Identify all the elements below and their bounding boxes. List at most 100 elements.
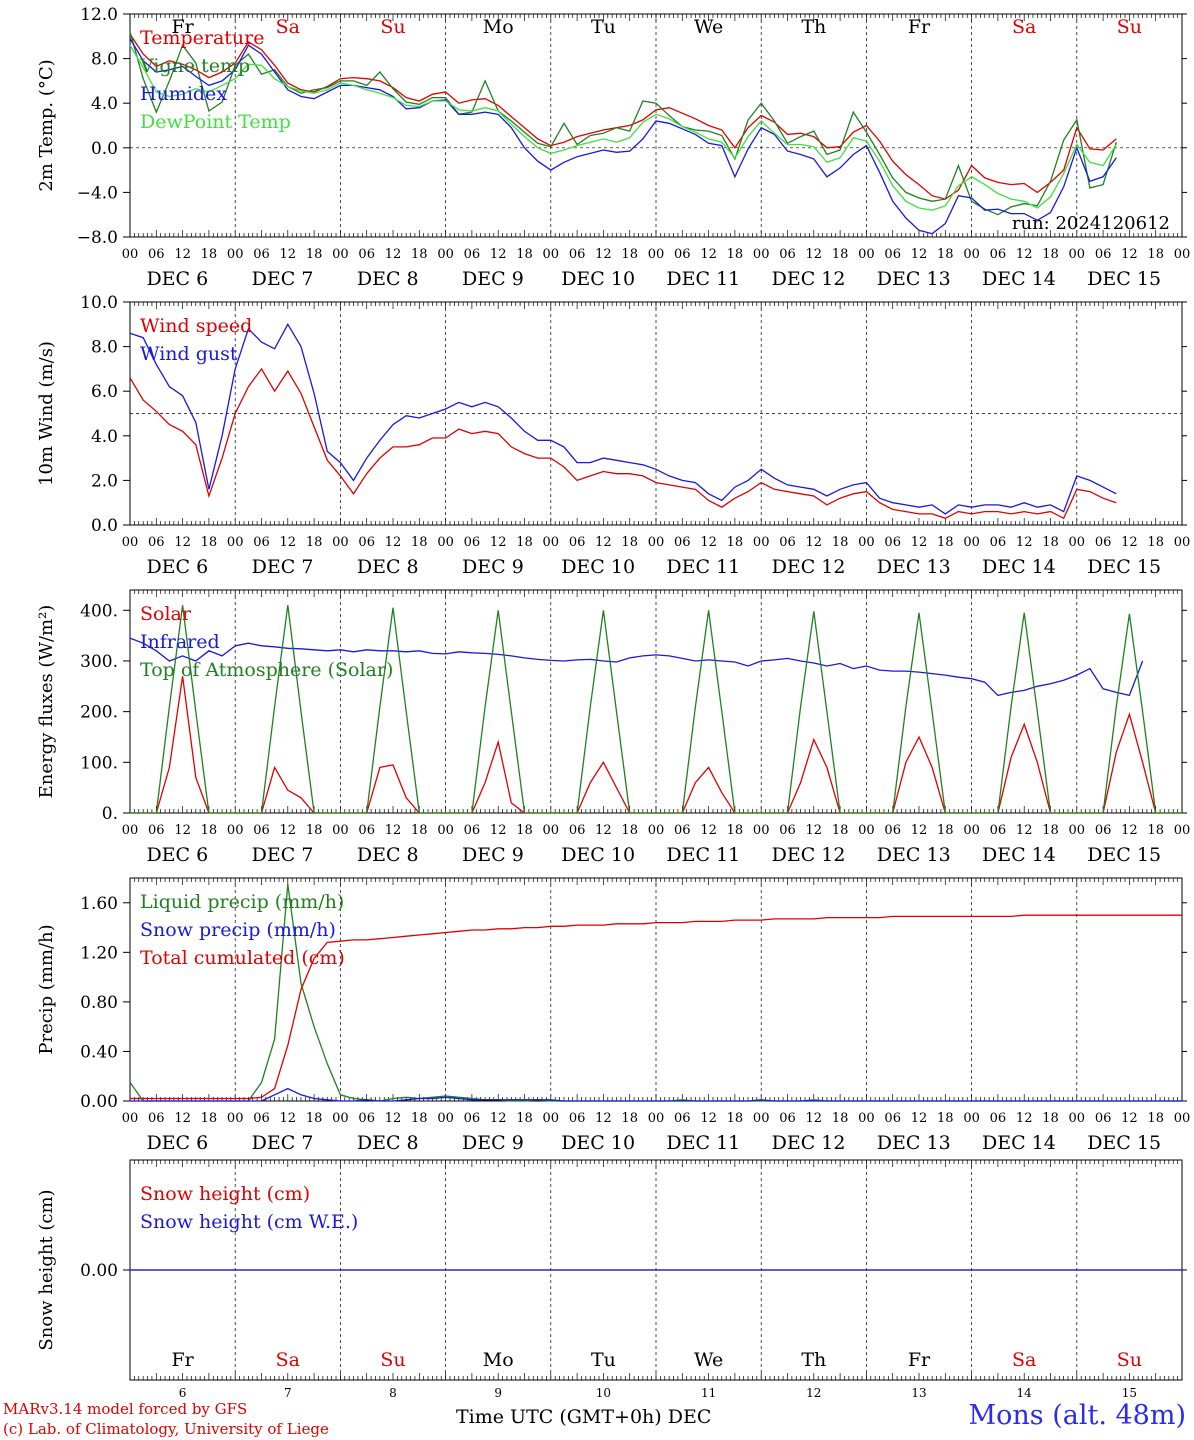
x-hour-label: 12 xyxy=(911,1111,928,1126)
x-date-label: DEC 15 xyxy=(1087,1132,1161,1154)
y-axis-label: Snow height (cm) xyxy=(36,1189,57,1350)
y-tick-label: 1.60 xyxy=(80,894,118,914)
y-tick-label: 0.00 xyxy=(80,1261,118,1281)
x-hour-label: 06 xyxy=(674,823,691,838)
x-hour-label: 18 xyxy=(516,823,533,838)
x-date-label: DEC 7 xyxy=(252,556,314,578)
x-hour-label: 18 xyxy=(306,823,323,838)
x-hour-label: 00 xyxy=(1174,535,1191,550)
x-date-label: DEC 12 xyxy=(772,556,846,578)
x-hour-label: 00 xyxy=(648,535,665,550)
x-hour-label: 12 xyxy=(806,823,823,838)
x-hour-label: 18 xyxy=(727,535,744,550)
x-hour-label: 06 xyxy=(779,247,796,262)
x-hour-label: 18 xyxy=(201,535,218,550)
x-hour-label: 06 xyxy=(884,1111,901,1126)
x-date-label: DEC 7 xyxy=(252,844,314,866)
x-hour-label: 00 xyxy=(1174,823,1191,838)
y-tick-label: 0.00 xyxy=(80,1092,118,1112)
x-hour-label: 06 xyxy=(884,247,901,262)
x-hour-label: 18 xyxy=(727,247,744,262)
x-hour-label: 00 xyxy=(543,247,560,262)
y-axis-label: 10m Wind (m/s) xyxy=(36,341,57,486)
y-tick-label: 200. xyxy=(80,703,118,723)
y-tick-label: 12.0 xyxy=(80,5,118,25)
day-number-label: 15 xyxy=(1122,1386,1137,1400)
series-line-green xyxy=(129,31,1117,216)
weekday-label: Su xyxy=(380,1349,405,1371)
y-tick-label: −8.0 xyxy=(77,228,118,248)
x-date-label: DEC 6 xyxy=(146,556,208,578)
y-axis-label: Precip (mm/h) xyxy=(36,924,57,1054)
x-hour-label: 18 xyxy=(937,247,954,262)
legend-entry: Top of Atmosphere (Solar) xyxy=(140,659,393,681)
series-line-lightgreen xyxy=(129,44,1117,211)
x-hour-label: 12 xyxy=(280,535,297,550)
y-tick-label: 8.0 xyxy=(91,338,118,358)
weekday-label: We xyxy=(694,1349,723,1371)
weekday-label: Th xyxy=(801,1349,826,1371)
x-hour-label: 06 xyxy=(253,247,270,262)
x-hour-label: 06 xyxy=(464,535,481,550)
x-date-label: DEC 6 xyxy=(146,268,208,290)
x-hour-label: 00 xyxy=(648,823,665,838)
x-hour-label: 00 xyxy=(1174,1111,1191,1126)
x-hour-label: 18 xyxy=(1042,823,1059,838)
y-tick-label: 100. xyxy=(80,753,118,773)
x-hour-label: 12 xyxy=(174,1111,191,1126)
x-hour-label: 00 xyxy=(437,247,454,262)
weekday-label: Su xyxy=(1117,1349,1142,1371)
station-label: Mons (alt. 48m) xyxy=(968,1400,1186,1431)
x-hour-label: 12 xyxy=(700,535,717,550)
y-axis-label: Energy fluxes (W/m²) xyxy=(36,605,57,799)
x-date-label: DEC 8 xyxy=(357,268,419,290)
x-hour-label: 06 xyxy=(358,1111,375,1126)
x-hour-label: 06 xyxy=(884,535,901,550)
weekday-label: Mo xyxy=(483,1349,514,1371)
x-hour-label: 18 xyxy=(1147,535,1164,550)
x-hour-label: 12 xyxy=(1121,1111,1138,1126)
day-number-label: 8 xyxy=(389,1386,397,1400)
panel-2: 10.0 8.0 6.0 4.0 2.0 0.0 10m Wind (m/s) 00 06 12 1… xyxy=(36,293,1190,578)
x-hour-label: 12 xyxy=(1121,823,1138,838)
x-hour-label: 06 xyxy=(674,247,691,262)
panel-5: 0.00 Snow height (cm) Fr Sa Su Mo Tu We Th Fr Sa Su… xyxy=(36,1159,1187,1400)
x-hour-label: 18 xyxy=(411,1111,428,1126)
y-tick-label: 4.0 xyxy=(91,427,118,447)
x-hour-label: 12 xyxy=(1121,535,1138,550)
x-date-label: DEC 10 xyxy=(561,844,635,866)
x-date-label: DEC 14 xyxy=(982,844,1056,866)
x-hour-label: 06 xyxy=(674,535,691,550)
weekday-label: Su xyxy=(380,16,405,38)
day-number-label: 6 xyxy=(179,1386,187,1400)
x-hour-label: 06 xyxy=(148,535,165,550)
x-date-label: DEC 14 xyxy=(982,556,1056,578)
x-date-label: DEC 7 xyxy=(252,268,314,290)
legend-entry: Solar xyxy=(140,603,192,625)
legend-entry: Snow height (cm W.E.) xyxy=(140,1211,358,1233)
x-hour-label: 18 xyxy=(1042,535,1059,550)
x-hour-label: 00 xyxy=(437,535,454,550)
panel-3: 400. 300. 200. 100. 0. Energy fluxes (W/m²) 00… xyxy=(36,589,1191,866)
y-tick-label: 0. xyxy=(102,804,118,824)
x-hour-label: 12 xyxy=(911,247,928,262)
legend-entry: Wind speed xyxy=(140,315,252,337)
weekday-label: Mo xyxy=(483,16,514,38)
x-hour-label: 18 xyxy=(727,823,744,838)
x-date-label: DEC 6 xyxy=(146,844,208,866)
x-hour-label: 00 xyxy=(648,1111,665,1126)
x-hour-label: 06 xyxy=(253,823,270,838)
x-hour-label: 12 xyxy=(700,247,717,262)
x-hour-label: 18 xyxy=(516,1111,533,1126)
x-hour-label: 18 xyxy=(832,247,849,262)
x-hour-label: 00 xyxy=(227,535,244,550)
x-date-label: DEC 10 xyxy=(561,1132,635,1154)
day-number-label: 10 xyxy=(596,1386,611,1400)
x-date-label: DEC 13 xyxy=(877,556,951,578)
weekday-label: Fr xyxy=(171,1349,194,1371)
x-hour-label: 00 xyxy=(1069,823,1086,838)
x-hour-label: 12 xyxy=(280,1111,297,1126)
y-tick-label: 8.0 xyxy=(91,50,118,70)
x-hour-label: 18 xyxy=(516,247,533,262)
y-tick-label: 400. xyxy=(80,601,118,621)
